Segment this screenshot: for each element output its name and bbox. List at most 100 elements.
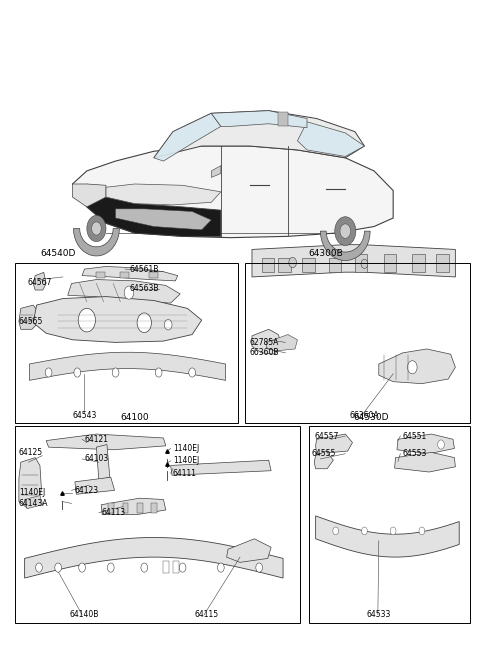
Text: 62785A: 62785A [250,338,279,347]
Text: 1140EJ: 1140EJ [173,457,199,465]
Circle shape [137,313,152,333]
Circle shape [45,368,52,377]
Polygon shape [321,231,370,260]
Text: 64121: 64121 [84,435,108,443]
Circle shape [340,224,350,238]
Text: 64565: 64565 [19,317,43,326]
Text: 64300B: 64300B [309,249,344,258]
Circle shape [333,527,338,535]
Circle shape [419,527,425,535]
Circle shape [361,527,367,535]
Text: 64553: 64553 [403,449,427,458]
Polygon shape [379,349,456,384]
Bar [355,254,367,272]
Circle shape [112,368,119,377]
Polygon shape [72,184,106,207]
Polygon shape [101,498,166,514]
Bar [173,561,179,573]
Polygon shape [154,111,364,158]
Polygon shape [29,352,226,380]
Circle shape [79,563,85,572]
Circle shape [108,563,114,572]
Circle shape [217,563,224,572]
Circle shape [408,361,417,374]
Polygon shape [227,539,271,562]
Text: 64561B: 64561B [130,264,159,274]
Polygon shape [19,305,36,329]
Polygon shape [82,266,178,281]
Bar [163,561,169,573]
Polygon shape [170,461,271,476]
Circle shape [124,286,134,299]
Text: 1140EJ: 1140EJ [19,489,45,497]
Bar [412,254,425,272]
Polygon shape [19,458,41,508]
Text: 64530D: 64530D [354,413,389,422]
Bar [152,502,157,512]
Bar [245,262,470,423]
Bar [123,502,129,512]
Circle shape [55,563,61,572]
Text: 64123: 64123 [75,486,99,495]
Text: 64100: 64100 [120,413,149,422]
Polygon shape [24,537,283,578]
Bar [302,258,315,272]
Circle shape [74,368,81,377]
Bar [96,272,105,278]
Polygon shape [75,478,115,494]
Bar [120,272,129,278]
Circle shape [92,222,101,235]
Polygon shape [68,279,180,303]
Text: 1140EJ: 1140EJ [173,444,199,453]
Polygon shape [96,445,110,480]
Polygon shape [73,228,120,256]
Polygon shape [266,335,298,351]
Circle shape [256,563,263,572]
Text: 66360B: 66360B [250,348,279,358]
Text: 64543: 64543 [72,411,96,420]
Text: 64555: 64555 [312,449,336,458]
Text: 66360A: 66360A [349,411,379,420]
Polygon shape [298,122,364,157]
Polygon shape [46,434,166,450]
Circle shape [361,259,368,268]
Circle shape [141,563,148,572]
Circle shape [189,368,195,377]
Circle shape [156,368,162,377]
Polygon shape [33,272,46,290]
Polygon shape [278,112,288,127]
Text: 64567: 64567 [27,277,51,287]
Text: 64551: 64551 [403,432,427,441]
Polygon shape [252,329,282,354]
Bar [149,272,157,278]
Circle shape [289,257,297,268]
Circle shape [390,527,396,535]
Bar [15,262,238,423]
Bar [384,254,396,272]
Text: 64533: 64533 [367,610,391,619]
Polygon shape [316,516,459,557]
Bar [108,502,114,512]
Polygon shape [87,184,221,236]
Polygon shape [397,434,455,454]
Text: 64103: 64103 [84,455,108,463]
Polygon shape [24,495,43,508]
Polygon shape [106,184,221,205]
Text: 64563B: 64563B [130,284,159,293]
Polygon shape [316,434,352,454]
Circle shape [87,215,106,241]
Circle shape [36,563,42,572]
Circle shape [164,319,172,330]
Bar [15,426,300,623]
Bar [137,502,143,512]
Polygon shape [252,245,456,277]
Polygon shape [33,297,202,342]
Bar [436,254,449,272]
Bar [278,258,291,272]
Text: 64140B: 64140B [70,610,99,619]
Circle shape [438,440,444,449]
Circle shape [179,563,186,572]
Text: 64143A: 64143A [19,499,48,508]
Circle shape [78,308,96,332]
Polygon shape [154,113,221,161]
